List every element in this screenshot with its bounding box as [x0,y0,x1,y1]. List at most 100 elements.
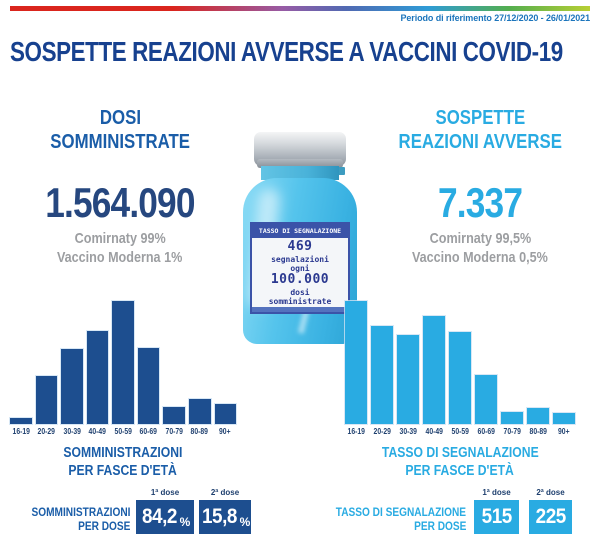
bar-60-69 [137,348,160,424]
axis-tick-90+: 90+ [219,427,232,436]
bar-70-79 [163,407,185,424]
reporting-rate-value: 469 [287,239,313,254]
first-dose-rate-group: 1ª dose 515 [474,488,519,534]
axis-tick-80-89: 80-89 [529,427,547,436]
axis-tick-16-19: 16-19 [347,427,365,436]
bar-slot-40-49: 40-49 [423,300,445,436]
vial-cap-rim [257,159,343,168]
axis-tick-50-59: 50-59 [114,427,132,436]
reference-period: Periodo di riferimento 27/12/2020 - 26/0… [400,13,591,23]
bar-30-39 [61,349,83,424]
axis-tick-30-39: 30-39 [399,427,417,436]
doses-by-age-bar-chart: 16-19 20-29 30-39 40-49 50-59 60-69 70-79 80-89… [10,300,237,436]
reactions-comirnaty-share: Comirnaty 99,5% [429,229,531,247]
second-dose-share-box: 15,8% [199,500,251,534]
first-dose-rate-label: 1ª dose [482,488,511,497]
doses-header: DOSI SOMMINISTRATE [50,107,190,154]
bar-slot-60-69: 60-69 [137,300,160,436]
reporting-rate-by-age-bar-chart: 16-19 20-29 30-39 40-49 50-59 60-69 70-79 80-89… [345,300,575,436]
vial-label-footer-band [252,306,348,312]
vial-text-dosi: dosi [290,288,310,298]
bar-16-19 [10,418,32,424]
first-dose-group: 1ª dose 84,2% [136,488,194,534]
axis-tick-40-49: 40-49 [88,427,107,436]
reporting-rate-per-dose-row: TASSO DI SEGNALAZIONE PER DOSE 1ª dose 5… [300,488,600,540]
reactions-total: 7.337 [437,178,523,226]
doses-breakdown: Comirnaty 99% Vaccino Moderna 1% [0,229,240,268]
bar-slot-90+: 90+ [214,300,237,436]
first-dose-label: 1ª dose [150,488,180,497]
bar-90+ [553,413,575,424]
vial-text-ogni: ogni [290,264,310,274]
vial-text-segnalazioni: segnalazioni [271,254,329,264]
bar-20-29 [371,326,393,424]
axis-tick-70-79: 70-79 [503,427,521,436]
bar-slot-50-59: 50-59 [112,300,134,436]
second-dose-rate-label: 2ª dose [536,488,565,497]
axis-tick-20-29: 20-29 [373,427,391,436]
axis-tick-90+: 90+ [558,427,570,436]
axis-tick-60-69: 60-69 [139,427,158,436]
axis-tick-20-29: 20-29 [37,427,56,436]
first-dose-rate-box: 515 [474,500,519,534]
bar-slot-20-29: 20-29 [371,300,393,436]
bar-40-49 [423,316,445,424]
bar-slot-70-79: 70-79 [163,300,185,436]
bar-80-89 [188,399,211,424]
bar-90+ [214,404,237,424]
reactions-header: SOSPETTE REAZIONI AVVERSE [398,107,562,154]
bar-slot-90+: 90+ [553,300,575,436]
page-title: SOSPETTE REAZIONI AVVERSE A VACCINI COVI… [10,36,563,67]
vial-label-title: TASSO DI SEGNALAZIONE [252,224,348,238]
vaccine-vial-illustration: TASSO DI SEGNALAZIONE 469 segnalazioni o… [243,132,357,344]
bar-slot-70-79: 70-79 [501,300,523,436]
reporting-rate-denominator: 100.000 [270,272,330,288]
bar-slot-16-19: 16-19 [345,300,367,436]
axis-tick-16-19: 16-19 [12,427,30,436]
bar-slot-20-29: 20-29 [35,300,58,436]
axis-tick-50-59: 50-59 [451,427,469,436]
bar-slot-30-39: 30-39 [61,300,83,436]
doses-by-age-caption: SOMMINISTRAZIONI PER FASCE D'ETÀ [63,445,183,480]
bar-80-89 [527,408,549,424]
axis-tick-30-39: 30-39 [63,427,81,436]
second-dose-rate-box: 225 [529,500,572,534]
doses-total: 1.564.090 [45,178,195,226]
reactions-moderna-share: Vaccino Moderna 0,5% [412,249,548,267]
reporting-rate-by-age-caption: TASSO DI SEGNALAZIONE PER FASCE D'ETÀ [381,445,539,480]
axis-tick-80-89: 80-89 [191,427,209,436]
axis-tick-40-49: 40-49 [425,427,443,436]
bar-50-59 [449,332,471,424]
bar-slot-80-89: 80-89 [527,300,549,436]
axis-tick-70-79: 70-79 [165,427,183,436]
second-dose-label: 2ª dose [210,488,240,497]
bar-slot-16-19: 16-19 [10,300,32,436]
bar-slot-80-89: 80-89 [188,300,211,436]
bar-16-19 [345,301,367,424]
bar-50-59 [112,301,134,424]
vial-label: TASSO DI SEGNALAZIONE 469 segnalazioni o… [250,222,350,314]
axis-tick-60-69: 60-69 [477,427,495,436]
doses-moderna-share: Vaccino Moderna 1% [57,249,183,267]
vial-text-somministrate: somministrate [268,297,332,307]
doses-per-dose-row: SOMMINISTRAZIONI PER DOSE 1ª dose 84,2% … [0,488,300,540]
bar-60-69 [475,375,497,424]
vial-neck [261,166,339,180]
rainbow-gradient-strip [10,6,590,11]
bar-slot-30-39: 30-39 [397,300,419,436]
first-dose-share-box: 84,2% [136,500,194,534]
vial-label-body: 469 segnalazioni ogni 100.000 dosi sommi… [252,238,348,307]
bar-70-79 [501,412,523,424]
doses-per-dose-label: SOMMINISTRAZIONI PER DOSE [31,507,130,534]
reactions-panel: SOSPETTE REAZIONI AVVERSE 7.337 Comirnat… [360,106,600,268]
reporting-rate-per-dose-label: TASSO DI SEGNALAZIONE PER DOSE [335,507,466,534]
doses-panel: DOSI SOMMINISTRATE 1.564.090 Comirnaty 9… [0,106,240,268]
doses-comirnaty-share: Comirnaty 99% [74,229,166,247]
vial-cap-notch [333,167,345,175]
second-dose-rate-group: 2ª dose 225 [529,488,572,534]
bar-30-39 [397,335,419,424]
bar-slot-50-59: 50-59 [449,300,471,436]
bar-40-49 [86,331,109,424]
bar-slot-40-49: 40-49 [86,300,109,436]
